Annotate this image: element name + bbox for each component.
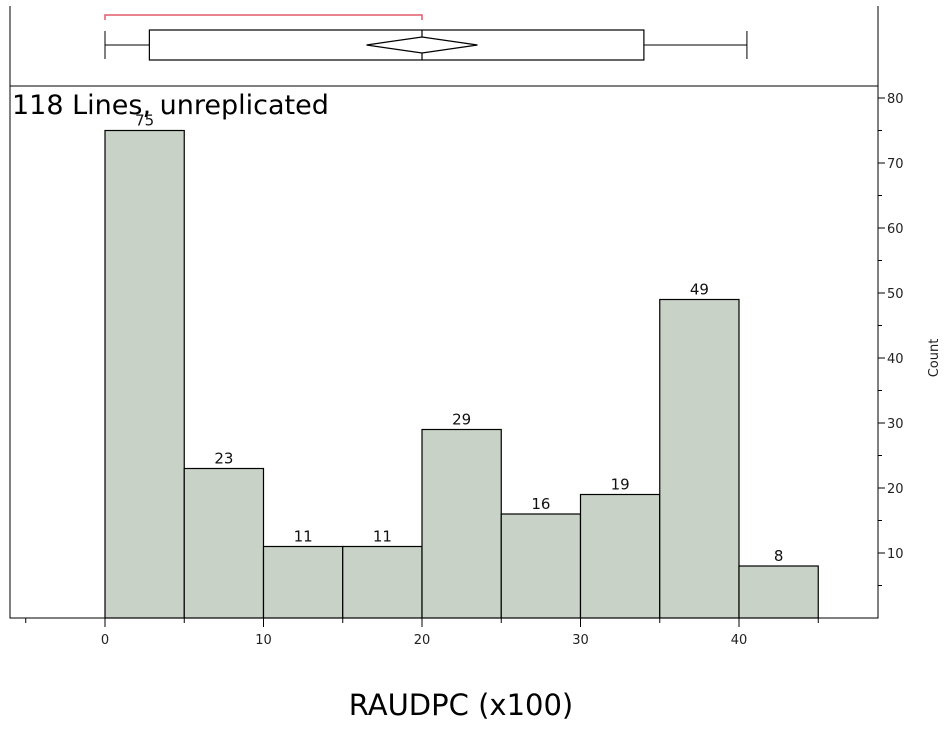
bar-6	[500, 513, 582, 619]
plot-title: 118 Lines, unreplicated	[12, 90, 329, 121]
y-tick-label-50: 50	[887, 287, 904, 302]
bar-3	[262, 545, 344, 619]
x-tick-label-0: 0	[101, 633, 109, 648]
y-axis-title: Count	[927, 339, 942, 378]
bar-label-2: 23	[214, 450, 233, 468]
bar-label-5: 29	[452, 411, 471, 429]
x-axis-title: RAUDPC (x100)	[349, 688, 573, 722]
x-tick-label-40: 40	[731, 633, 748, 648]
bar-label-3: 11	[294, 528, 313, 546]
bar-label-9: 8	[774, 547, 784, 565]
bar-9	[738, 565, 819, 619]
bar-label-6: 16	[531, 495, 550, 513]
shortest-half-bracket	[104, 14, 423, 20]
bar-5	[421, 428, 502, 619]
x-tick-label-10: 10	[255, 633, 272, 648]
y-tick-label-70: 70	[887, 157, 904, 172]
bar-label-8: 49	[690, 281, 709, 299]
boxplot-frame	[9, 6, 879, 87]
y-tick-label-80: 80	[887, 92, 904, 107]
y-tick-label-20: 20	[887, 482, 904, 497]
bar-label-4: 11	[373, 528, 392, 546]
boxplot-panel	[9, 6, 879, 87]
bar-1	[104, 129, 185, 619]
bar-8	[659, 298, 740, 619]
bar-label-7: 19	[611, 476, 630, 494]
bar-7	[579, 493, 661, 619]
mean-diamond	[366, 36, 478, 54]
bar-2	[183, 467, 265, 619]
y-tick-label-10: 10	[887, 547, 904, 562]
y-tick-label-30: 30	[887, 417, 904, 432]
x-tick-label-30: 30	[572, 633, 589, 648]
y-tick-label-40: 40	[887, 352, 904, 367]
bar-label-1: 75	[135, 112, 154, 130]
y-tick-label-60: 60	[887, 222, 904, 237]
bar-4	[342, 545, 423, 619]
x-tick-label-20: 20	[414, 633, 431, 648]
